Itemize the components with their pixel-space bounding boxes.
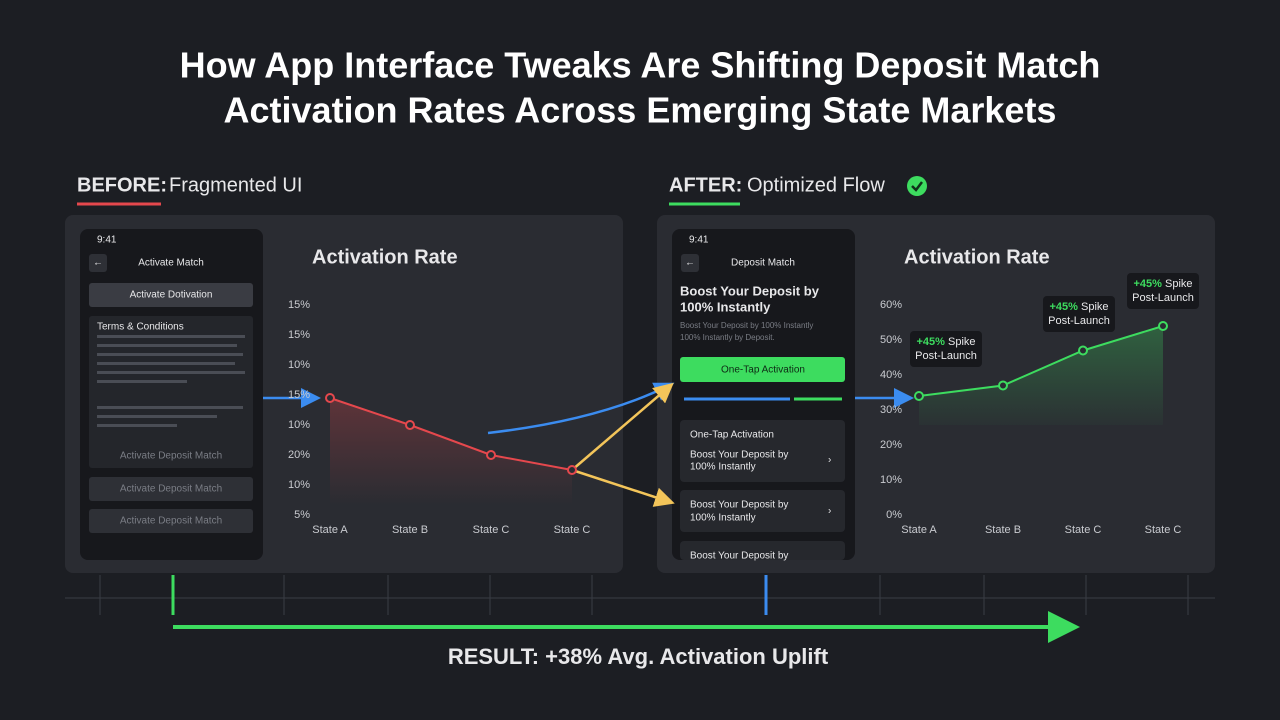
item[interactable]: Boost Your Deposit by [690, 450, 788, 461]
check-mark [911, 181, 923, 192]
annotation-text: Spike [1081, 301, 1109, 313]
annotation-box [1127, 273, 1199, 309]
subtext: 100% Instantly by Deposit. [680, 333, 775, 342]
x-tick-label: State C [1145, 524, 1182, 536]
y-tick-label: 10% [288, 359, 310, 371]
before-label: BEFORE: [77, 174, 167, 196]
y-tick-label: 15% [288, 299, 310, 311]
point [405, 420, 415, 430]
x-tick-label: State C [554, 524, 591, 536]
y-tick-label: 60% [880, 299, 902, 311]
y-tick-label: 10% [288, 479, 310, 491]
link[interactable]: Activate Deposit Match [120, 516, 222, 527]
after-text: Optimized Flow [747, 174, 885, 196]
area [919, 326, 1163, 425]
y-tick-label: 20% [880, 439, 902, 451]
annotation-box [1043, 296, 1115, 332]
annotation-text: Spike [1165, 278, 1193, 290]
link[interactable]: Activate Deposit Match [120, 484, 222, 495]
y-tick-label: 5% [294, 509, 310, 521]
item[interactable]: 100% Instantly [690, 513, 756, 524]
x-tick-label: State B [392, 524, 428, 536]
line [918, 325, 1164, 397]
headline: 100% Instantly [680, 299, 771, 314]
annotation: +45% Spike [1049, 301, 1108, 313]
svg-text:›: › [828, 506, 831, 517]
annotation-highlight: +45% [1049, 301, 1078, 313]
annotation-highlight: +45% [1133, 278, 1162, 290]
chart-title: Activation Rate [312, 246, 458, 268]
area [330, 398, 572, 505]
point [914, 391, 924, 401]
annotation-highlight: +45% [916, 336, 945, 348]
screen-header: Activate Match [138, 258, 204, 269]
headline: Boost Your Deposit by [680, 283, 820, 298]
chart-title: Activation Rate [904, 246, 1050, 268]
annotation: Post-Launch [1132, 292, 1194, 304]
y-tick-label: 50% [880, 334, 902, 346]
point [567, 465, 577, 475]
y-tick-label: 40% [880, 369, 902, 381]
result: RESULT: +38% Avg. Activation Uplift [448, 644, 829, 669]
connectors [263, 382, 914, 507]
annotation: Post-Launch [1048, 315, 1110, 327]
after-label: AFTER: [669, 174, 742, 196]
point [325, 393, 335, 403]
item[interactable]: Boost Your Deposit by [690, 500, 788, 511]
y-tick-label: 10% [288, 419, 310, 431]
svg-text:›: › [828, 455, 831, 466]
line [329, 397, 573, 471]
x-tick-label: State A [901, 524, 937, 536]
screen-header: Deposit Match [731, 258, 795, 269]
point [1158, 321, 1168, 331]
annotation: +45% Spike [1133, 278, 1192, 290]
annotation: Post-Launch [915, 350, 977, 362]
x-tick-label: State B [985, 524, 1021, 536]
card-title: Terms & Conditions [97, 322, 184, 333]
annotation-box [910, 331, 982, 367]
y-tick-label: 15% [288, 329, 310, 341]
point [1078, 345, 1088, 356]
button[interactable]: Activate Dotivation [130, 290, 213, 301]
annotation-text: Spike [948, 336, 976, 348]
x-tick-label: State C [1065, 524, 1102, 536]
y-tick-label: 30% [880, 404, 902, 416]
y-tick-label: 20% [288, 449, 310, 461]
button[interactable]: One-Tap Activation [721, 365, 805, 376]
title: How App Interface Tweaks Are Shifting De… [180, 45, 1101, 86]
svg-text:←: ← [93, 258, 103, 269]
link[interactable]: Activate Deposit Match [120, 451, 222, 462]
item[interactable]: 100% Instantly [690, 462, 756, 473]
status-time: 9:41 [97, 235, 117, 246]
point [486, 450, 496, 460]
right-phone: 9:41 ← Deposit Match Boost Your Deposit … [672, 229, 855, 562]
status-time: 9:41 [689, 235, 709, 246]
annotation: +45% Spike [916, 336, 975, 348]
item[interactable]: Boost Your Deposit by [690, 551, 788, 562]
svg-text:←: ← [685, 258, 695, 269]
y-tick-label: 0% [886, 509, 902, 521]
title: Activation Rates Across Emerging State M… [224, 90, 1057, 131]
before-text: Fragmented UI [169, 174, 302, 196]
check-icon [907, 176, 927, 196]
subtext: Boost Your Deposit by 100% Instantly [680, 321, 813, 330]
y-tick-label: 15% [288, 389, 310, 401]
card-title: One-Tap Activation [690, 430, 774, 441]
timeline [65, 575, 1215, 643]
left-phone: 9:41 ← Activate Match Activate Dotivatio… [80, 229, 263, 560]
y-tick-label: 10% [880, 474, 902, 486]
point [998, 380, 1008, 391]
x-tick-label: State C [473, 524, 510, 536]
x-tick-label: State A [312, 524, 348, 536]
